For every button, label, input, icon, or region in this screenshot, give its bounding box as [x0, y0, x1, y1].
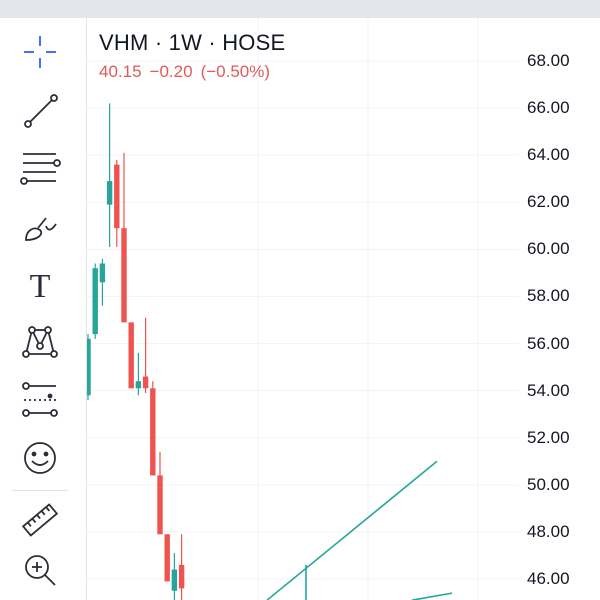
- candle-body: [171, 569, 178, 591]
- fib-retracement-tool[interactable]: [14, 146, 66, 190]
- legend-separator: ·: [208, 30, 216, 55]
- candle-body: [150, 388, 156, 476]
- candle-body: [87, 338, 91, 396]
- chart-pane[interactable]: VHM · 1W · HOSE 40.15 −0.20 (−0.50%) 68.00…: [86, 18, 600, 600]
- pattern-tool[interactable]: [14, 320, 66, 364]
- candle-body: [121, 228, 127, 323]
- price-line: 40.15 −0.20 (−0.50%): [99, 62, 285, 82]
- price-axis-label: 64.00: [527, 145, 570, 165]
- prediction-icon: [22, 382, 58, 417]
- price-axis[interactable]: 68.00 66.00 64.00 62.00 60.00 58.00 56.00 54.00…: [519, 18, 600, 600]
- candle-body: [92, 268, 98, 335]
- last-price: 40.15: [99, 62, 142, 81]
- candle: [142, 317, 149, 393]
- ruler-icon: [21, 503, 59, 537]
- crosshair-tool[interactable]: [14, 30, 66, 74]
- pattern-icon: [22, 326, 58, 358]
- ruler-tool[interactable]: [14, 498, 66, 542]
- trend-line-tool[interactable]: [14, 88, 66, 132]
- symbol-name[interactable]: VHM: [99, 30, 149, 55]
- price-axis-label: 62.00: [527, 192, 570, 212]
- candle-body: [135, 381, 142, 389]
- brush-tool[interactable]: [14, 204, 66, 248]
- candle: [99, 258, 106, 306]
- candles: [87, 103, 185, 600]
- symbol-line: VHM · 1W · HOSE: [99, 30, 285, 56]
- trend-line: [411, 592, 453, 600]
- candle: [164, 534, 170, 582]
- legend-separator: ·: [154, 30, 163, 55]
- candle-body: [142, 376, 149, 389]
- candle-body: [114, 164, 120, 229]
- emoji-icon: [24, 442, 56, 474]
- candle: [150, 381, 156, 476]
- candle-body: [106, 181, 113, 205]
- price-change: −0.20: [149, 62, 193, 81]
- candle-body: [178, 564, 185, 589]
- price-axis-label: 60.00: [527, 239, 570, 259]
- trend-lines: [266, 460, 453, 600]
- candle: [106, 103, 113, 248]
- trend-line: [266, 460, 438, 600]
- fib-retracement-icon: [20, 153, 61, 185]
- symbol-legend: VHM · 1W · HOSE 40.15 −0.20 (−0.50%): [99, 30, 285, 82]
- price-axis-label: 68.00: [527, 51, 570, 70]
- candle: [114, 159, 120, 248]
- brush-icon: [25, 217, 57, 241]
- candle-body: [157, 475, 163, 535]
- price-axis-label: 58.00: [527, 286, 570, 306]
- price-axis-label: 54.00: [527, 380, 570, 400]
- zoom-in-icon: [25, 555, 56, 586]
- candle-body: [99, 263, 106, 283]
- candle: [92, 263, 98, 339]
- price-axis-label: 66.00: [527, 98, 570, 118]
- zoom-in-tool[interactable]: [14, 548, 66, 592]
- exchange-label: HOSE: [222, 30, 286, 55]
- candle: [128, 322, 134, 389]
- interval-label[interactable]: 1W: [168, 30, 203, 55]
- crosshair-icon: [24, 36, 56, 68]
- candle: [135, 352, 142, 396]
- price-axis-label: 50.00: [527, 474, 570, 494]
- candle-body: [128, 322, 134, 389]
- candle-body: [164, 534, 170, 582]
- text-icon: T: [30, 268, 51, 305]
- candle: [121, 152, 127, 323]
- grid-lines: [87, 18, 519, 600]
- text-tool-glyph: T: [30, 268, 51, 305]
- top-strip: [0, 0, 600, 18]
- text-tool[interactable]: T: [14, 262, 66, 306]
- trend-line-icon: [24, 94, 58, 128]
- candle: [157, 451, 163, 535]
- toolbar-separator: [12, 490, 68, 491]
- price-axis-label: 48.00: [527, 521, 570, 541]
- prediction-tool[interactable]: [14, 378, 66, 422]
- drawing-toolbar: T: [0, 18, 82, 600]
- candle: [171, 553, 178, 600]
- candle: [87, 334, 91, 401]
- price-axis-label: 52.00: [527, 427, 570, 447]
- price-axis-label: 46.00: [527, 569, 570, 588]
- emoji-tool[interactable]: [14, 436, 66, 480]
- price-axis-label: 56.00: [527, 333, 570, 353]
- candlestick-chart[interactable]: [87, 18, 600, 600]
- price-change-percent: (−0.50%): [200, 62, 271, 81]
- candle: [178, 534, 185, 600]
